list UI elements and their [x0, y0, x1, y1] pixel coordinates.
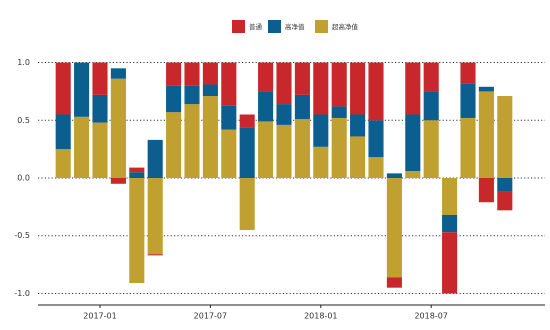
x-tick-label: 2018-07: [414, 312, 447, 321]
bar-segment: [129, 172, 145, 178]
bar-segment: [166, 85, 182, 113]
bar-segment: [147, 139, 163, 178]
bar-segment: [147, 178, 163, 255]
bar-segment: [442, 214, 458, 233]
bar-segment: [294, 62, 310, 95]
bar-segment: [239, 114, 255, 128]
bar-segment: [202, 62, 218, 85]
bar-segment: [478, 86, 494, 92]
bar-segment: [478, 91, 494, 178]
bar-segment: [368, 62, 384, 121]
bar-segment: [313, 62, 329, 115]
bar-segment: [423, 120, 439, 178]
legend-text: 普通: [249, 22, 263, 31]
bar-segment: [423, 62, 439, 92]
bar-segment: [276, 124, 292, 178]
x-tick-label: 2017-01: [83, 312, 116, 321]
bar-segment: [294, 119, 310, 178]
bar-segment: [166, 112, 182, 178]
bar-segment: [294, 94, 310, 120]
bar-segment: [202, 96, 218, 178]
bar-segment: [331, 62, 347, 107]
y-tick-label: -1.0: [14, 289, 30, 298]
bar-segment: [460, 62, 476, 84]
bar-segment: [147, 254, 163, 256]
x-tick-label: 2018-01: [304, 312, 337, 321]
bar-segment: [331, 117, 347, 178]
bar-segment: [276, 104, 292, 125]
bar-segment: [55, 114, 71, 150]
bar-segment: [129, 167, 145, 173]
bar-segment: [386, 173, 402, 178]
bar-segment: [74, 116, 90, 178]
legend-text: 超高净值: [332, 22, 359, 31]
bar-segment: [497, 96, 513, 178]
bar-segment: [442, 178, 458, 215]
bar-segment: [184, 62, 200, 86]
bar-segment: [386, 178, 402, 278]
bar-segment: [110, 178, 126, 184]
bar-segment: [239, 127, 255, 178]
bar-segment: [258, 121, 274, 178]
bar-segment: [221, 62, 237, 106]
bar-segment: [497, 191, 513, 211]
bar-segment: [221, 105, 237, 130]
bar-segment: [258, 62, 274, 92]
bar-segment: [92, 62, 108, 95]
bar-segment: [478, 178, 494, 203]
bar-segment: [313, 114, 329, 147]
bar-segment: [129, 178, 145, 284]
bar-segment: [92, 122, 108, 178]
bar-segment: [184, 104, 200, 178]
bar-segment: [497, 178, 513, 192]
bar-segment: [92, 94, 108, 123]
bar-segment: [55, 149, 71, 178]
bar-segment: [350, 136, 366, 178]
legend-text: 高净值: [285, 22, 305, 31]
y-tick-label: -0.5: [14, 231, 30, 240]
x-tick-label: 2017-07: [194, 312, 227, 321]
bar-segment: [221, 129, 237, 178]
bar-segment: [258, 91, 274, 122]
bar-segment: [423, 91, 439, 121]
bar-segment: [405, 171, 421, 178]
bar-segment: [405, 62, 421, 115]
bar-segment: [386, 277, 402, 288]
bar-segment: [110, 68, 126, 79]
bar-segment: [350, 62, 366, 115]
y-tick-label: 0.5: [17, 116, 30, 125]
bar-segment: [368, 120, 384, 158]
bar-segment: [405, 114, 421, 172]
bar-segment: [442, 232, 458, 294]
bar-segment: [74, 62, 90, 117]
bar-segment: [276, 62, 292, 105]
y-tick-label: 1.0: [17, 58, 30, 67]
bar-segment: [350, 114, 366, 137]
bar-segment: [110, 78, 126, 178]
bar-segment: [239, 178, 255, 230]
bar-segment: [313, 146, 329, 178]
legend-swatch: [268, 20, 281, 33]
bar-segment: [460, 117, 476, 178]
bar-segment: [460, 83, 476, 118]
legend-swatch: [232, 20, 245, 33]
bar-segment: [202, 84, 218, 97]
bar-segment: [331, 106, 347, 118]
bar-segment: [55, 62, 71, 115]
legend-swatch: [315, 20, 328, 33]
bar-segment: [368, 157, 384, 178]
bar-segment: [166, 62, 182, 86]
y-tick-label: 0.0: [17, 174, 30, 183]
bar-segment: [184, 85, 200, 105]
